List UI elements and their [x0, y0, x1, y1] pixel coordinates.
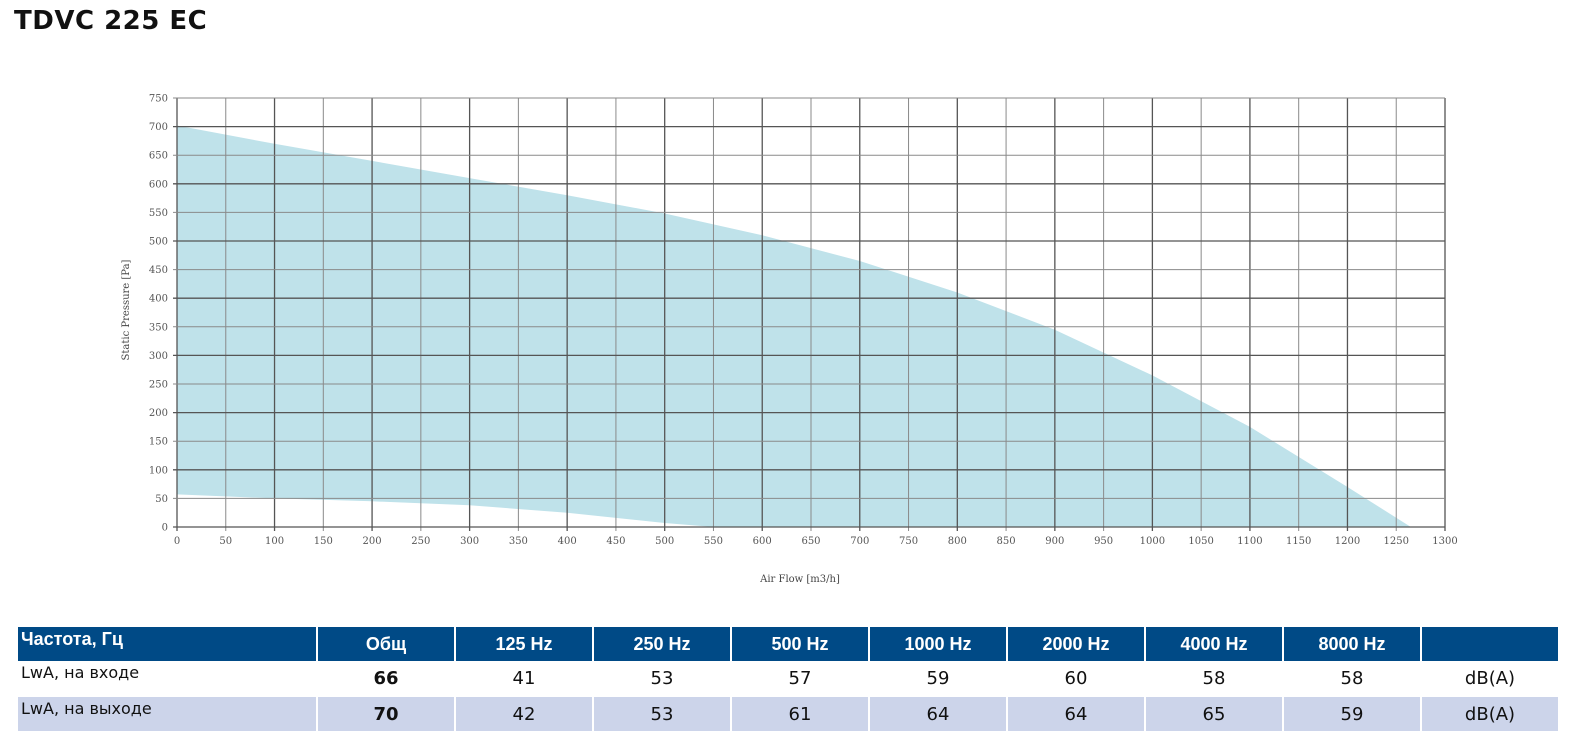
x-tick-label: 650: [801, 536, 820, 547]
cell-8000hz: 59: [1284, 697, 1420, 731]
pressure-airflow-chart: 0 50 100 150 200 250 300 350 400 450 500 550 600 650 7…: [121, 94, 1458, 586]
x-tick-label: 1050: [1188, 536, 1213, 547]
x-tick-label: 0: [174, 536, 180, 547]
header-125hz: 125 Hz: [456, 627, 592, 661]
x-tick-label: 1150: [1286, 536, 1311, 547]
y-tick-label: 450: [149, 265, 168, 276]
header-4000hz: 4000 Hz: [1146, 627, 1282, 661]
y-tick-labels: 0 50 100 150 200 250 300 350 400 450 500 550 600 650 7…: [149, 94, 168, 534]
x-tick-labels: 0 50 100 150 200 250 300 350 400 450 500 550 600 650 7…: [174, 536, 1458, 547]
x-tick-label: 450: [606, 536, 625, 547]
chart-grid: [173, 97, 1446, 531]
cell-125hz: 42: [456, 697, 592, 731]
x-tick-label: 350: [509, 536, 528, 547]
x-tick-label: 300: [460, 536, 479, 547]
row-spacer: [18, 695, 1558, 697]
page-title: TDVC 225 EC: [14, 6, 208, 36]
header-frequency: Частота, Гц: [18, 627, 316, 661]
header-8000hz: 8000 Hz: [1284, 627, 1420, 661]
x-tick-label: 850: [997, 536, 1016, 547]
y-tick-label: 100: [149, 465, 168, 476]
header-2000hz: 2000 Hz: [1008, 627, 1144, 661]
x-tick-label: 1000: [1140, 536, 1165, 547]
row-label: LwA, на выходе: [18, 697, 316, 731]
y-tick-label: 350: [149, 322, 168, 333]
x-tick-label: 200: [363, 536, 382, 547]
x-tick-label: 250: [411, 536, 430, 547]
x-tick-label: 550: [704, 536, 723, 547]
cell-1000hz: 59: [870, 661, 1006, 695]
x-tick-label: 50: [219, 536, 232, 547]
x-tick-label: 150: [314, 536, 333, 547]
header-unit: [1422, 627, 1558, 661]
noise-table: Частота, Гц Общ 125 Hz 250 Hz 500 Hz 100…: [16, 627, 1560, 731]
x-tick-label: 400: [558, 536, 577, 547]
total-value: 70: [318, 697, 454, 731]
cell-2000hz: 60: [1008, 661, 1144, 695]
row-label: LwA, на входе: [18, 661, 316, 695]
x-tick-label: 700: [850, 536, 869, 547]
x-axis-label: Air Flow [m3/h]: [759, 574, 840, 585]
x-tick-label: 500: [655, 536, 674, 547]
y-axis-label: Static Pressure [Pa]: [121, 259, 132, 360]
y-tick-label: 550: [149, 208, 168, 219]
table-row: LwA, на выходе 70 42 53 61 64 64 65 59 d…: [18, 697, 1558, 731]
y-tick-label: 500: [149, 237, 168, 248]
cell-250hz: 53: [594, 697, 730, 731]
y-tick-label: 50: [155, 494, 168, 505]
y-tick-label: 750: [149, 94, 168, 105]
cell-500hz: 61: [732, 697, 868, 731]
y-tick-label: 600: [149, 179, 168, 190]
table-row: LwA, на входе 66 41 53 57 59 60 58 58 dB…: [18, 661, 1558, 695]
total-value: 66: [318, 661, 454, 695]
x-tick-label: 600: [753, 536, 772, 547]
header-500hz: 500 Hz: [732, 627, 868, 661]
cell-8000hz: 58: [1284, 661, 1420, 695]
y-tick-label: 650: [149, 151, 168, 162]
header-250hz: 250 Hz: [594, 627, 730, 661]
y-tick-label: 150: [149, 437, 168, 448]
operating-area: [177, 125, 1411, 527]
cell-2000hz: 64: [1008, 697, 1144, 731]
x-tick-label: 1100: [1237, 536, 1262, 547]
cell-4000hz: 65: [1146, 697, 1282, 731]
y-tick-label: 200: [149, 408, 168, 419]
x-tick-label: 800: [948, 536, 967, 547]
cell-1000hz: 64: [870, 697, 1006, 731]
x-tick-label: 750: [899, 536, 918, 547]
header-1000hz: 1000 Hz: [870, 627, 1006, 661]
cell-250hz: 53: [594, 661, 730, 695]
cell-125hz: 41: [456, 661, 592, 695]
y-tick-label: 400: [149, 294, 168, 305]
cell-4000hz: 58: [1146, 661, 1282, 695]
x-tick-label: 100: [265, 536, 284, 547]
x-tick-label: 900: [1045, 536, 1064, 547]
x-tick-label: 1250: [1384, 536, 1409, 547]
table-header-row: Частота, Гц Общ 125 Hz 250 Hz 500 Hz 100…: [18, 627, 1558, 661]
header-total: Общ: [318, 627, 454, 661]
y-tick-label: 300: [149, 351, 168, 362]
y-tick-label: 700: [149, 122, 168, 133]
unit-cell: dB(A): [1422, 661, 1558, 695]
unit-cell: dB(A): [1422, 697, 1558, 731]
y-tick-label: 250: [149, 380, 168, 391]
x-tick-label: 950: [1094, 536, 1113, 547]
x-tick-label: 1300: [1432, 536, 1457, 547]
cell-500hz: 57: [732, 661, 868, 695]
x-tick-label: 1200: [1335, 536, 1360, 547]
y-tick-label: 0: [162, 523, 168, 534]
